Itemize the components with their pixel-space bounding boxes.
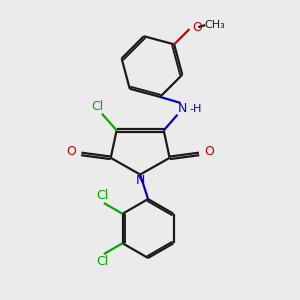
Text: Cl: Cl (97, 255, 109, 268)
Text: Cl: Cl (91, 100, 103, 113)
Text: N: N (136, 174, 145, 187)
Text: -H: -H (190, 104, 202, 114)
Text: CH₃: CH₃ (205, 20, 225, 30)
Text: O: O (204, 146, 214, 158)
Text: Cl: Cl (97, 189, 109, 202)
Text: O: O (192, 21, 202, 34)
Text: O: O (67, 146, 76, 158)
Text: N: N (178, 102, 187, 115)
